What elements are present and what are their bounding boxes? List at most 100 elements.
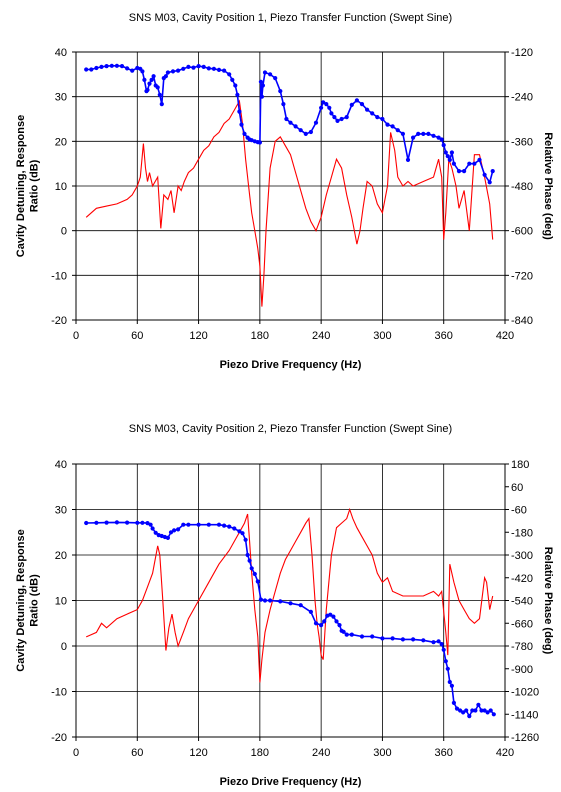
chart2-y-tick-label: 40 bbox=[55, 459, 67, 471]
chart2-phase-data-point bbox=[243, 537, 248, 542]
chart1-phase-data-point bbox=[467, 161, 472, 166]
chart2-phase-data-point bbox=[421, 638, 426, 643]
chart1-phase-data-point bbox=[260, 83, 265, 88]
chart2-phase-data-point bbox=[206, 522, 211, 527]
chart2-y2-tick-label: -300 bbox=[511, 550, 533, 562]
chart2-phase-data-point bbox=[488, 708, 493, 713]
chart1-phase-data-point bbox=[390, 124, 395, 129]
chart1-phase-data-point bbox=[298, 128, 303, 133]
chart2-x-tick-label: 60 bbox=[131, 747, 143, 759]
chart2-phase-data-point bbox=[443, 659, 448, 664]
chart1-phase-data-point bbox=[449, 150, 454, 155]
chart2-phase-data-point bbox=[441, 647, 446, 652]
chart2-x-tick-label: 420 bbox=[496, 747, 514, 759]
chart2-phase-data-point bbox=[349, 632, 354, 637]
chart1-phase-data-point bbox=[257, 140, 262, 145]
chart1-phase-data-point bbox=[319, 105, 324, 110]
chart1-phase-data-point bbox=[395, 128, 400, 133]
chart2-phase-data-point bbox=[150, 526, 155, 531]
chart2-phase-data-point bbox=[431, 640, 436, 645]
chart1-phase-data-point bbox=[273, 76, 278, 81]
chart2-x-tick-label: 300 bbox=[373, 747, 391, 759]
chart2-phase-data-point bbox=[104, 520, 109, 525]
chart1-phase-data-point bbox=[227, 72, 232, 77]
chart1-phase-data-point bbox=[431, 133, 436, 138]
chart1-phase-data-point bbox=[157, 92, 162, 97]
chart2-phase-data-point bbox=[411, 637, 416, 642]
chart2-phase-data-point bbox=[278, 599, 283, 604]
chart2-y2-tick-label: -180 bbox=[511, 527, 533, 539]
chart1-phase-data-point bbox=[324, 102, 329, 107]
chart2-phase-data-point bbox=[485, 710, 490, 715]
chart1-phase-data-point bbox=[170, 69, 176, 74]
chart1-phase-data-point bbox=[268, 72, 273, 77]
chart1-phase-data-point bbox=[89, 67, 94, 72]
chart2-phase-data-point bbox=[331, 614, 336, 619]
chart1-phase-data-point bbox=[163, 74, 168, 79]
chart2-y2-tick-label: -780 bbox=[511, 641, 533, 653]
chart1-phase-data-point bbox=[439, 137, 444, 142]
chart1-phase-data-point bbox=[181, 66, 186, 71]
chart2-phase-data-point bbox=[473, 708, 478, 713]
chart2-phase-data-point bbox=[313, 621, 319, 626]
chart2-phase-data-point bbox=[449, 683, 454, 688]
chart1-y-tick-label: -10 bbox=[51, 270, 67, 282]
chart1-phase-data-point bbox=[151, 74, 156, 79]
chart1-phase-data-point bbox=[436, 135, 441, 140]
chart1-phase-data-point bbox=[416, 131, 421, 136]
chart2-phase-data-point bbox=[359, 634, 365, 639]
chart2-phase-data-point bbox=[258, 597, 263, 602]
chart1-phase-data-point bbox=[482, 172, 487, 177]
chart2-phase-data-point bbox=[222, 523, 227, 528]
chart1-phase-data-point bbox=[284, 116, 289, 122]
chart1-phase-data-point bbox=[119, 64, 125, 69]
chart1-phase-data-point bbox=[385, 122, 390, 127]
chart1-phase-data-point bbox=[230, 77, 235, 82]
chart2-phase-data-point bbox=[370, 634, 375, 639]
chart1-phase-data-point bbox=[104, 64, 109, 69]
chart1-y-axis-title-line: Cavity Detuning, Response bbox=[15, 115, 27, 257]
chart2-y2-tick-label: -660 bbox=[511, 618, 533, 630]
chart1-phase-data-point bbox=[237, 109, 242, 114]
chart1-phase-data-point bbox=[400, 131, 405, 136]
chart1-phase-data-point bbox=[262, 70, 268, 75]
chart2-phase-data-point bbox=[461, 710, 466, 715]
chart2-phase-data-point bbox=[470, 708, 475, 713]
chart2-phase-data-point bbox=[135, 520, 140, 525]
chart2-phase-data-point bbox=[140, 520, 145, 525]
chart2-phase-data-point bbox=[240, 531, 245, 536]
chart2-phase-data-point bbox=[114, 520, 119, 525]
chart1-phase-data-point bbox=[258, 79, 263, 84]
chart1-phase-data-point bbox=[201, 64, 206, 69]
chart1-x-tick-label: 300 bbox=[373, 330, 391, 342]
chart2-y-axis-title: Cavity Detuning, Response Ratio (dB) bbox=[15, 529, 41, 671]
chart1-phase-data-point bbox=[445, 154, 450, 159]
chart1-phase-data-point bbox=[447, 157, 452, 162]
chart2-x-tick-label: 0 bbox=[73, 747, 79, 759]
chart2-x-axis-title: Piezo Drive Frequency (Hz) bbox=[220, 776, 362, 788]
chart1-phase-data-point bbox=[142, 77, 147, 82]
chart1-phase-data-point bbox=[94, 65, 99, 71]
chart2-phase-data-point bbox=[249, 566, 254, 571]
chart2-y2-tick-label: -1260 bbox=[511, 732, 539, 744]
chart2-phase-data-point bbox=[125, 520, 130, 525]
chart2-response-series-line bbox=[85, 507, 494, 683]
chart2-y-tick-label: 30 bbox=[55, 505, 67, 517]
chart2-phase-data-point bbox=[165, 535, 170, 541]
chart2-phase-data-point bbox=[467, 714, 472, 719]
chart2-y-tick-label: 10 bbox=[55, 596, 67, 608]
chart1-x-tick-label: 180 bbox=[251, 330, 269, 342]
chart1-phase-data-point bbox=[321, 100, 326, 105]
chart1-phase-data-point bbox=[487, 180, 492, 185]
chart2-y-tick-label: 20 bbox=[55, 550, 67, 562]
chart1-y2-tick-label: -240 bbox=[511, 92, 533, 104]
chart1-phase-data-point bbox=[370, 111, 375, 116]
chart2-phase-data-point bbox=[308, 609, 313, 615]
chart1-phase-data-point bbox=[359, 102, 365, 107]
chart2-y-tick-label: -10 bbox=[51, 687, 67, 699]
chart1-phase-data-point bbox=[278, 89, 283, 94]
chart1-phase-data-point bbox=[191, 65, 196, 70]
chart1-phase-data-point bbox=[293, 124, 298, 129]
chart1-response-series-line bbox=[85, 99, 494, 307]
chart1-phase-data-point bbox=[375, 115, 380, 120]
